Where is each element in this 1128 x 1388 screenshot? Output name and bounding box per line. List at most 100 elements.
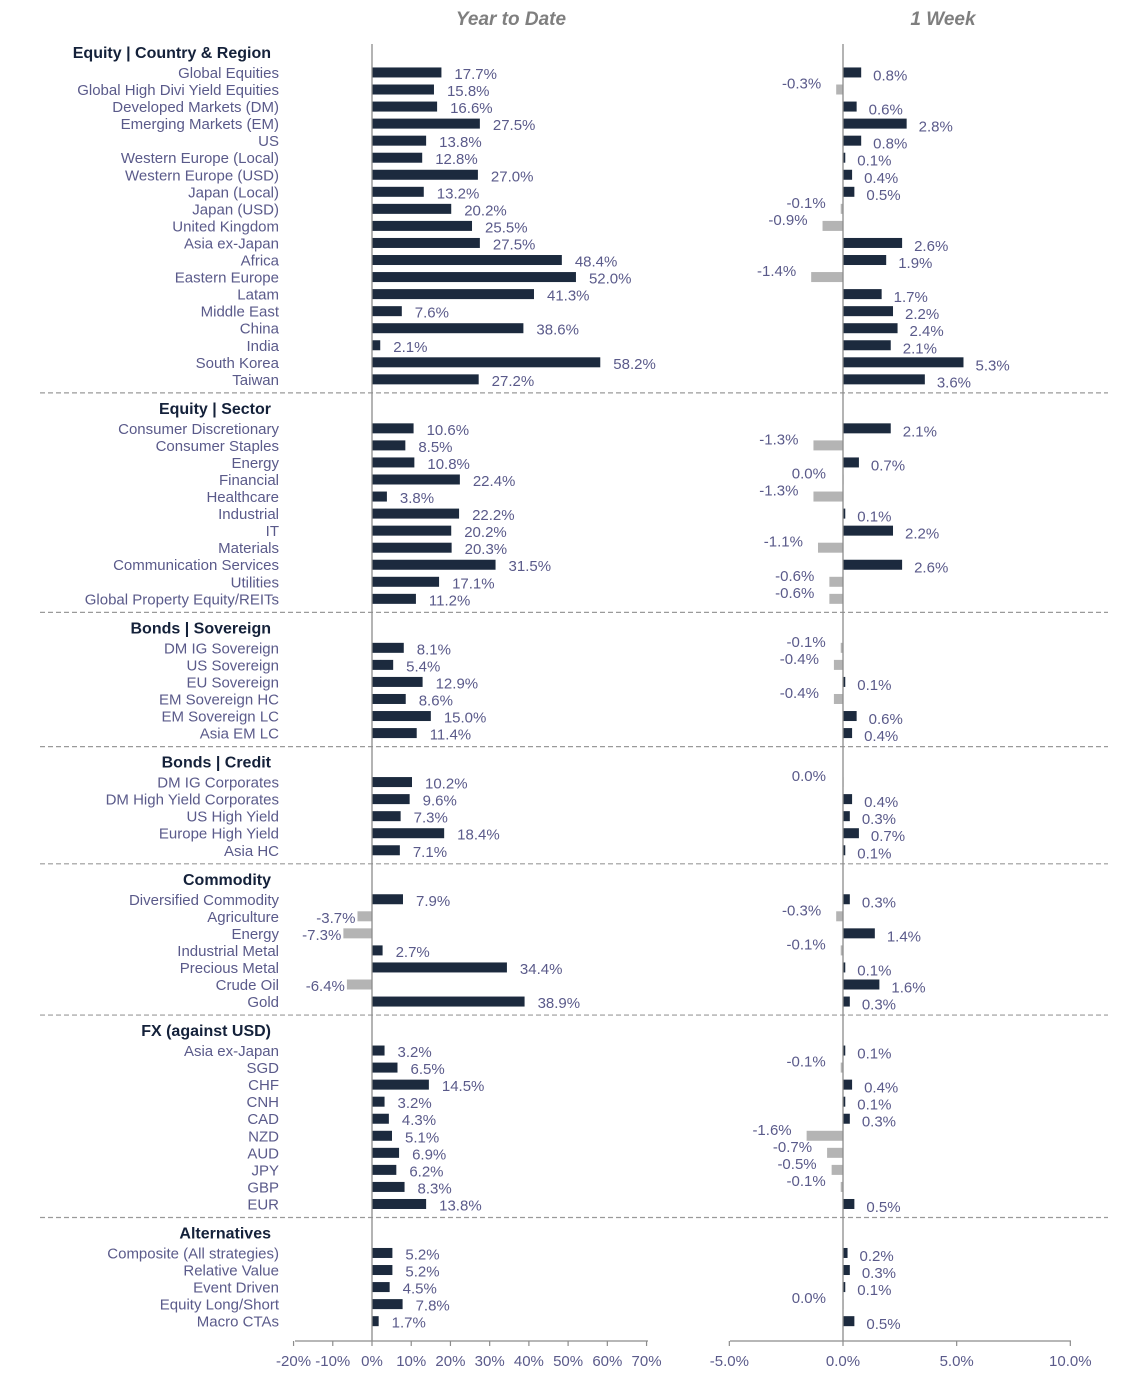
row-label: Composite (All strategies) xyxy=(107,1245,279,1262)
wk-value-label: 2.2% xyxy=(905,306,939,323)
row-label: Relative Value xyxy=(183,1263,279,1280)
ytd-bar xyxy=(372,659,394,670)
row-label: Communication Services xyxy=(113,557,279,574)
wk-value-label: 0.4% xyxy=(864,794,898,811)
wk-value-label: 0.2% xyxy=(860,1248,894,1265)
row-label: EUR xyxy=(247,1196,279,1213)
ytd-value-label: 11.2% xyxy=(429,592,470,609)
ytd-bar xyxy=(372,374,479,385)
wk-value-label: 0.5% xyxy=(866,1316,900,1333)
wk-bar xyxy=(843,525,894,536)
row-label: Asia ex-Japan xyxy=(184,1043,279,1060)
ytd-value-label: 7.1% xyxy=(413,844,447,861)
ytd-bar xyxy=(372,1079,429,1090)
row-label: US xyxy=(258,133,279,150)
ytd-bar xyxy=(372,1282,390,1293)
row-label: Middle East xyxy=(201,304,280,321)
row-label: Taiwan xyxy=(232,372,279,389)
wk-value-label: 2.1% xyxy=(903,423,937,440)
group-header: Alternatives xyxy=(179,1226,271,1243)
row-label: NZD xyxy=(248,1128,279,1145)
ytd-bar xyxy=(372,357,601,368)
row-label: Asia EM LC xyxy=(200,726,279,743)
wk-bar xyxy=(833,659,843,670)
wk-tick-label: 0.0% xyxy=(826,1353,860,1370)
ytd-value-label: 27.5% xyxy=(493,236,536,253)
ytd-bar xyxy=(372,559,496,570)
ytd-bar xyxy=(343,928,372,939)
ytd-value-label: 27.0% xyxy=(491,168,534,185)
row-label: Western Europe (Local) xyxy=(121,150,279,167)
ytd-value-label: 13.8% xyxy=(439,134,482,151)
wk-value-label: 1.7% xyxy=(894,289,928,306)
ytd-value-label: 3.2% xyxy=(398,1095,432,1112)
wk-bar xyxy=(840,642,843,653)
ytd-bar xyxy=(372,84,434,95)
ytd-bar xyxy=(372,67,442,78)
wk-bar xyxy=(840,1062,843,1073)
wk-value-label: -0.6% xyxy=(775,568,814,585)
ytd-value-label: 58.2% xyxy=(613,356,656,373)
ytd-value-label: 18.4% xyxy=(457,827,500,844)
ytd-bar xyxy=(372,728,417,739)
wk-value-label: 2.8% xyxy=(919,119,953,136)
wk-value-label: -1.3% xyxy=(759,431,798,448)
ytd-bar xyxy=(372,1164,397,1175)
group-header: Bonds | Credit xyxy=(162,755,272,772)
ytd-value-label: 27.2% xyxy=(492,373,535,390)
wk-tick-label: -5.0% xyxy=(710,1353,749,1370)
ytd-bar xyxy=(372,508,460,519)
row-label: DM IG Corporates xyxy=(157,775,279,792)
row-label: AUD xyxy=(247,1145,279,1162)
ytd-bar xyxy=(372,491,387,502)
wk-bar xyxy=(840,945,843,956)
ytd-bar xyxy=(372,272,576,283)
wk-value-label: -0.1% xyxy=(787,634,826,651)
wk-bar xyxy=(843,1198,855,1209)
wk-value-label: 2.1% xyxy=(903,340,937,357)
ytd-value-label: 6.2% xyxy=(409,1163,443,1180)
wk-bar xyxy=(831,1164,843,1175)
row-label: IT xyxy=(266,523,279,540)
ytd-value-label: 5.2% xyxy=(405,1264,439,1281)
ytd-value-label: 12.9% xyxy=(436,675,479,692)
ytd-bar xyxy=(372,676,423,687)
row-label: GBP xyxy=(247,1179,279,1196)
wk-bar xyxy=(843,962,846,973)
wk-value-label: 0.0% xyxy=(792,768,826,785)
wk-value-label: 2.6% xyxy=(914,560,948,577)
row-label: Industrial xyxy=(218,506,279,523)
wk-bar xyxy=(843,794,853,805)
wk-bar xyxy=(836,911,843,922)
ytd-tick-label: 30% xyxy=(475,1353,505,1370)
row-label: CNH xyxy=(247,1094,280,1111)
ytd-bar xyxy=(372,186,424,197)
wk-value-label: 0.3% xyxy=(862,997,896,1014)
ytd-bar xyxy=(372,1113,389,1124)
wk-bar xyxy=(843,676,846,687)
panel-title-ytd: Year to Date xyxy=(456,9,567,30)
ytd-bar xyxy=(372,237,480,248)
ytd-bar xyxy=(372,1147,400,1158)
ytd-bar xyxy=(372,255,562,266)
wk-bar xyxy=(843,152,846,163)
wk-value-label: -0.7% xyxy=(773,1139,812,1156)
ytd-bar xyxy=(372,323,524,334)
row-label: China xyxy=(240,321,280,338)
wk-bar xyxy=(843,1079,853,1090)
wk-value-label: 0.1% xyxy=(857,1097,891,1114)
wk-bar xyxy=(843,457,859,468)
wk-value-label: 0.4% xyxy=(864,728,898,745)
wk-value-label: 0.1% xyxy=(857,1282,891,1299)
wk-bar xyxy=(843,101,857,112)
ytd-bar xyxy=(372,1181,405,1192)
ytd-bar xyxy=(372,1062,398,1073)
ytd-bar xyxy=(372,593,416,604)
wk-value-label: 0.1% xyxy=(857,962,891,979)
ytd-value-label: 17.7% xyxy=(454,66,497,83)
wk-bar xyxy=(843,1282,846,1293)
ytd-value-label: 7.9% xyxy=(416,893,450,910)
wk-value-label: -0.1% xyxy=(787,936,826,953)
wk-value-label: 0.7% xyxy=(871,828,905,845)
ytd-tick-label: 40% xyxy=(514,1353,544,1370)
